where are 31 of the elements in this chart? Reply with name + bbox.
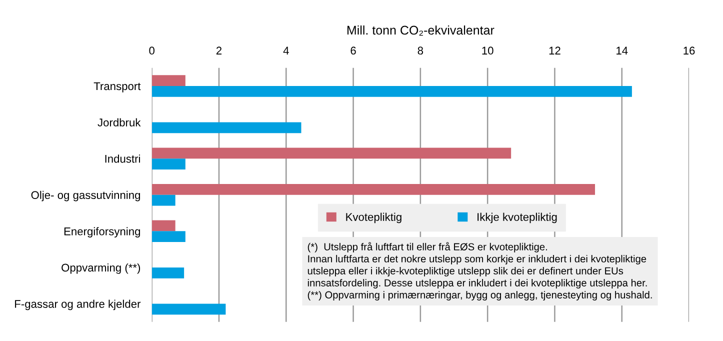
- x-tick-label: 10: [482, 46, 494, 55]
- bar: [152, 267, 184, 278]
- bar: [152, 231, 186, 242]
- bar: [152, 220, 176, 232]
- legend-label: Ikkje kvotepliktig: [478, 212, 557, 224]
- bar: [152, 184, 596, 195]
- x-tick-label: 6: [350, 46, 356, 55]
- bar: [152, 304, 226, 315]
- x-tick-label: 16: [684, 46, 695, 55]
- x-tick-label: 2: [216, 46, 222, 54]
- y-tick-label: Energiforsyning: [64, 227, 140, 238]
- x-tick-label: 14: [616, 46, 628, 54]
- x-tick-label: 4: [283, 46, 289, 54]
- y-tick-label: Jordbruk: [98, 118, 141, 126]
- bar: [152, 86, 632, 97]
- y-tick-label: Transport: [94, 82, 141, 92]
- y-tick-label: Olje- og gassutvinning: [31, 190, 140, 202]
- y-tick-label: Oppvarming (**): [62, 263, 140, 274]
- x-tick-label: 12: [549, 46, 560, 54]
- bar: [152, 158, 186, 170]
- bar: [152, 194, 176, 206]
- legend-label: Kvotepliktig: [346, 212, 402, 224]
- annotation: (*) Utslepp frå luftfart til eller frå EØS er kvotepliktige. Innan luftfarta er det nokre utslepp som korkje er inkludert i dei kvotepliktige utsleppa eller i ikkje-kvotepliktige utslepp slik dei er definert under EUs innsatsfordeling. Desse utsleppa er inkludert i dei kvotepliktige utsleppa her. (**) Oppvarming i primærnæringar, bygg og anlegg, tjenesteyting og hushald.: [308, 242, 652, 300]
- chart-title: Mill. tonn CO₂-ekvivalentar: [347, 25, 494, 36]
- bar: [152, 75, 186, 86]
- bar: [152, 122, 302, 134]
- y-tick-label: Industri: [105, 154, 140, 163]
- y-tick-label: F-gassar og andre kjelder: [15, 300, 141, 310]
- x-tick-label: 8: [418, 46, 424, 55]
- bar: [152, 148, 512, 159]
- x-tick-label: 0: [149, 46, 154, 55]
